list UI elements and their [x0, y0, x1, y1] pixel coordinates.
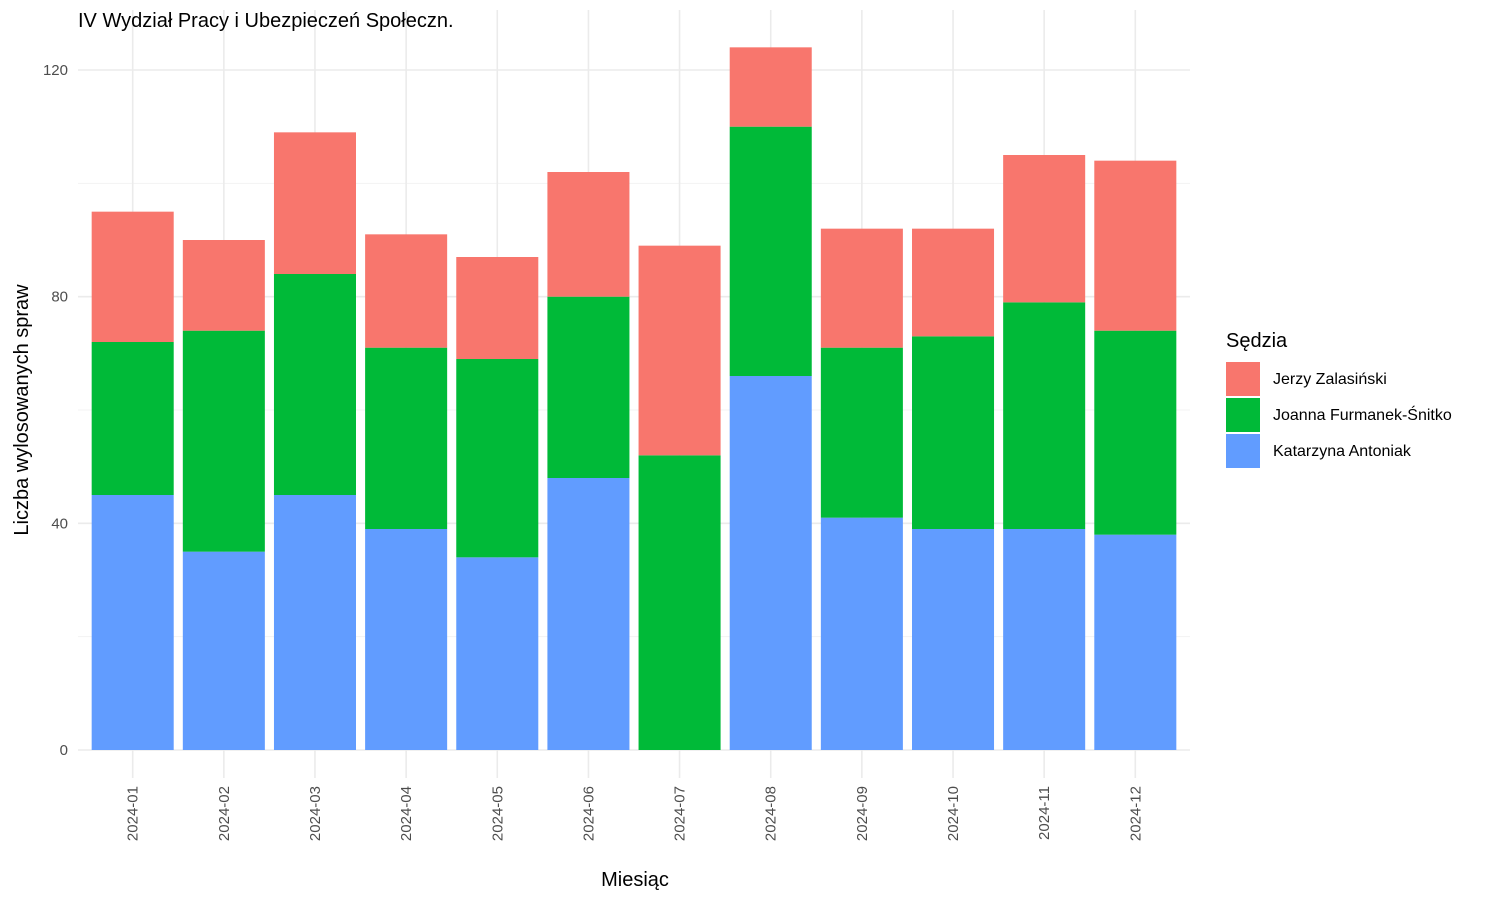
bar-segment	[182, 551, 265, 750]
bar-segment	[1094, 330, 1177, 535]
x-tick-label: 2024-11	[1036, 786, 1053, 840]
y-tick-label: 0	[60, 742, 68, 759]
y-tick-label: 40	[51, 515, 68, 532]
x-axis-label: Miesiąc	[601, 869, 669, 891]
bar-segment	[729, 47, 812, 127]
legend-swatch	[1226, 362, 1260, 396]
bar-segment	[1003, 155, 1086, 303]
x-tick-label: 2024-03	[307, 786, 324, 841]
bar-segment	[912, 336, 995, 529]
bar-segment	[273, 132, 356, 274]
bar-segment	[365, 234, 448, 348]
bar-segment	[820, 228, 903, 348]
x-tick-label: 2024-02	[216, 786, 233, 841]
bar-segment	[820, 517, 903, 750]
bar-segment	[820, 347, 903, 518]
bars	[91, 47, 1177, 750]
bar-segment	[365, 347, 448, 529]
bar-segment	[1003, 529, 1086, 750]
x-tick-label: 2024-10	[945, 786, 962, 841]
bar-segment	[182, 240, 265, 331]
x-tick-label: 2024-01	[125, 786, 142, 841]
y-axis-label: Liczba wylosowanych spraw	[11, 284, 33, 536]
bar-segment	[1094, 534, 1177, 750]
legend-label: Katarzyna Antoniak	[1273, 443, 1412, 460]
x-tick-label: 2024-08	[763, 786, 780, 841]
legend-label: Joanna Furmanek-Śnitko	[1273, 405, 1452, 424]
chart-title: IV Wydział Pracy i Ubezpieczeń Społeczn.	[78, 10, 454, 32]
bar-segment	[91, 211, 174, 342]
bar-segment	[638, 245, 721, 456]
axes: 0 40 80 120 2024-01 2024-02 2024-03 2024-04 2024…	[43, 62, 1144, 841]
bar-segment	[1094, 160, 1177, 331]
x-tick-label: 2024-07	[672, 786, 689, 841]
bar-segment	[547, 172, 630, 297]
bar-segment	[456, 257, 539, 359]
bar-segment	[547, 478, 630, 750]
bar-segment	[91, 495, 174, 750]
x-tick-label: 2024-12	[1127, 786, 1144, 841]
legend-title: Sędzia	[1226, 330, 1288, 352]
bar-segment	[273, 495, 356, 750]
x-tick-label: 2024-09	[854, 786, 871, 841]
bar-segment	[456, 359, 539, 558]
x-tick-label: 2024-06	[580, 786, 597, 841]
bar-segment	[729, 126, 812, 377]
legend-swatch	[1226, 398, 1260, 432]
bar-segment	[547, 296, 630, 478]
bar-segment	[912, 529, 995, 750]
bar-segment	[638, 455, 721, 750]
x-tick-label: 2024-04	[398, 786, 415, 841]
legend: Sędzia Jerzy Zalasiński Joanna Furmanek-Ś…	[1226, 330, 1452, 468]
bar-segment	[365, 529, 448, 750]
bar-segment	[729, 376, 812, 750]
bar-segment	[912, 228, 995, 337]
bar-segment	[273, 274, 356, 495]
y-tick-label: 120	[43, 62, 68, 79]
legend-label: Jerzy Zalasiński	[1273, 371, 1387, 388]
bar-segment	[456, 557, 539, 750]
bar-segment	[182, 330, 265, 552]
bar-segment	[91, 342, 174, 495]
y-tick-label: 80	[51, 289, 68, 306]
x-tick-label: 2024-05	[489, 786, 506, 841]
legend-swatch	[1226, 434, 1260, 468]
bar-segment	[1003, 302, 1086, 529]
